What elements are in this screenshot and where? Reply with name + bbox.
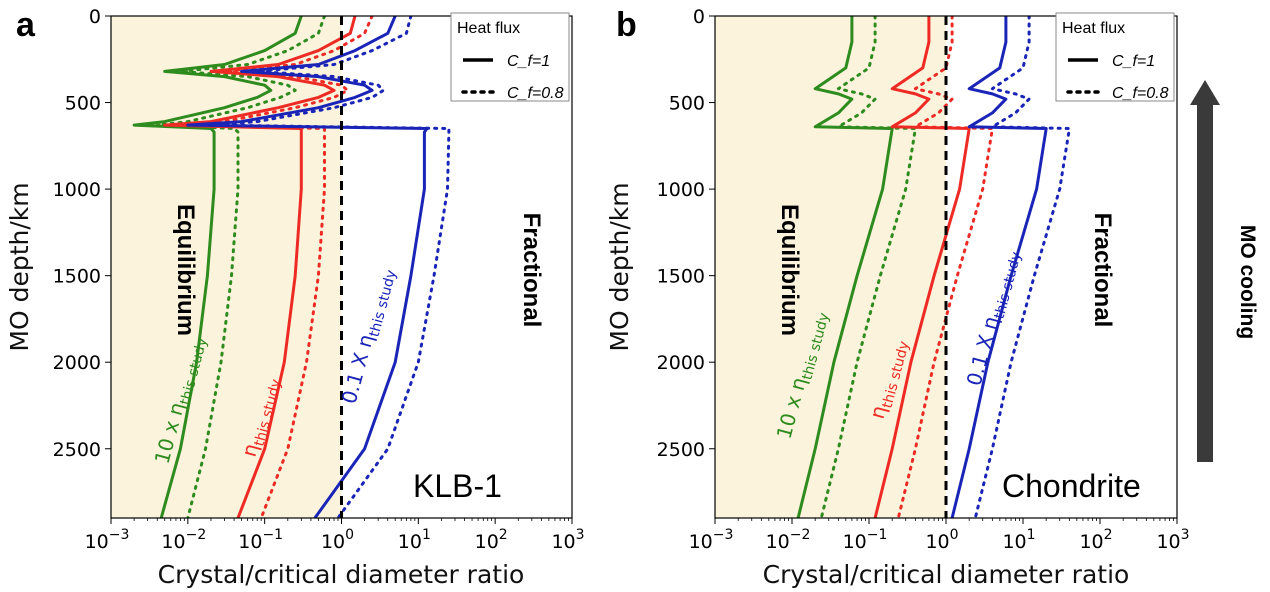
mo-cooling-arrow-shaft (1197, 105, 1213, 462)
panel-b-shade (715, 16, 946, 518)
panel-a-y-tick-label: 1000 (53, 179, 101, 201)
panel-b-x-ticks: 10−3 10−2 10−1 100 101 102 103 (689, 518, 1190, 553)
panel-b-y-tick-label: 500 (669, 93, 705, 115)
panel-b-red-solid-line (873, 16, 971, 518)
panel-b-equilibrium-label: Equilibrium (776, 204, 803, 336)
panel-a-legend-solid-label: C_f=1 (507, 53, 550, 70)
panel-b-blue-solid-line (950, 16, 1048, 518)
panel-a-red-dotted-line (178, 16, 374, 518)
panel-b-y-tick-label: 2000 (657, 352, 705, 374)
mo-cooling-arrow: MO cooling (1190, 80, 1259, 462)
panel-b-y-tick-label: 1500 (657, 266, 705, 288)
panel-b-y-tick-label: 2500 (657, 439, 705, 461)
panel-a-sample-label: KLB-1 (413, 468, 502, 504)
panel-b-x-tick-label: 101 (1002, 527, 1035, 553)
panel-a-x-ticks: 10−3 10−2 10−1 100 101 102 103 (85, 518, 585, 553)
mo-cooling-arrow-head (1190, 80, 1220, 105)
panel-a-green-solid-line (132, 16, 303, 518)
panel-b-legend-solid-label: C_f=1 (1112, 53, 1155, 70)
panel-b-y-ticks: 0 500 1000 1500 2000 2500 (657, 6, 715, 461)
panel-a-x-tick-label: 101 (398, 527, 431, 553)
panel-a-x-tick-label: 10−3 (85, 527, 130, 553)
panel-a-y-tick-label: 2000 (53, 352, 101, 374)
panel-a-xlabel: Crystal/critical diameter ratio (158, 560, 525, 589)
panel-a-red-solid-line (163, 16, 357, 518)
panel-b-red-dotted-line (896, 16, 994, 518)
panel-b-y-tick-label: 1000 (657, 179, 705, 201)
panel-a-x-tick-label: 103 (551, 527, 584, 553)
panel-a-y-tick-label: 2500 (53, 439, 101, 461)
panel-a-green-dotted-line (155, 16, 326, 518)
panel-a-y-tick-label: 1500 (53, 266, 101, 288)
panel-a-legend: Heat flux C_f=1 C_f=0.8 (450, 12, 570, 102)
panel-a-fractional-label: Fractional (518, 213, 545, 328)
panel-a-legend-title: Heat flux (457, 20, 520, 37)
panel-a-x-tick-label: 10−1 (238, 527, 283, 553)
panel-b: 10−3 10−2 10−1 100 101 102 103 0 500 1000 1500 200… (605, 6, 1190, 589)
panel-a-x-tick-label: 100 (321, 527, 354, 553)
panel-a-blue-dotted-line (209, 16, 451, 518)
panel-a-blue-curve-label: 0.1 X ηthis study (337, 265, 400, 407)
panel-b-legend-dotted-label: C_f=0.8 (1112, 85, 1169, 102)
panel-a-ylabel: MO depth/km (5, 182, 34, 351)
panel-b-x-tick-label: 10−3 (689, 527, 734, 553)
panel-b-x-tick-label: 10−1 (843, 527, 888, 553)
panel-b-sample-label: Chondrite (1002, 468, 1141, 504)
panel-b-curves (796, 16, 1071, 518)
panel-a-y-tick-label: 500 (65, 93, 101, 115)
panel-a-legend-dotted-label: C_f=0.8 (507, 85, 564, 102)
panel-b-ylabel: MO depth/km (605, 182, 634, 351)
panel-a-x-tick-label: 10−2 (161, 527, 206, 553)
panel-a-equilibrium-label: Equilibrium (172, 204, 199, 336)
panel-a: 10−3 10−2 10−1 100 101 102 103 0 500 1000 1500 200… (5, 6, 585, 589)
mo-cooling-label: MO cooling (1236, 225, 1259, 339)
panel-a-y-tick-label: 0 (89, 6, 101, 28)
panel-a-y-ticks: 0 500 1000 1500 2000 2500 (53, 6, 111, 461)
panel-b-legend: Heat flux C_f=1 C_f=0.8 (1055, 12, 1175, 102)
panel-b-blue-dotted-line (973, 16, 1071, 518)
panel-b-y-tick-label: 0 (693, 6, 705, 28)
panel-b-x-tick-label: 102 (1079, 527, 1112, 553)
panel-b-x-tick-label: 10−2 (766, 527, 811, 553)
panel-b-green-solid-line (796, 16, 894, 518)
panel-b-green-dotted-line (819, 16, 917, 518)
panel-a-x-tick-label: 102 (475, 527, 508, 553)
panel-b-letter: b (616, 6, 637, 44)
panel-b-x-tick-label: 103 (1156, 527, 1189, 553)
panel-b-blue-curve-label: 0.1 X ηthis study (962, 247, 1025, 389)
panel-b-fractional-label: Fractional (1089, 213, 1116, 328)
panel-a-curves (132, 16, 451, 518)
panel-a-shade (111, 16, 342, 518)
panel-b-legend-title: Heat flux (1062, 20, 1125, 37)
panel-a-letter: a (16, 6, 36, 44)
panel-b-x-tick-label: 100 (925, 527, 958, 553)
panel-b-xlabel: Crystal/critical diameter ratio (763, 560, 1130, 589)
